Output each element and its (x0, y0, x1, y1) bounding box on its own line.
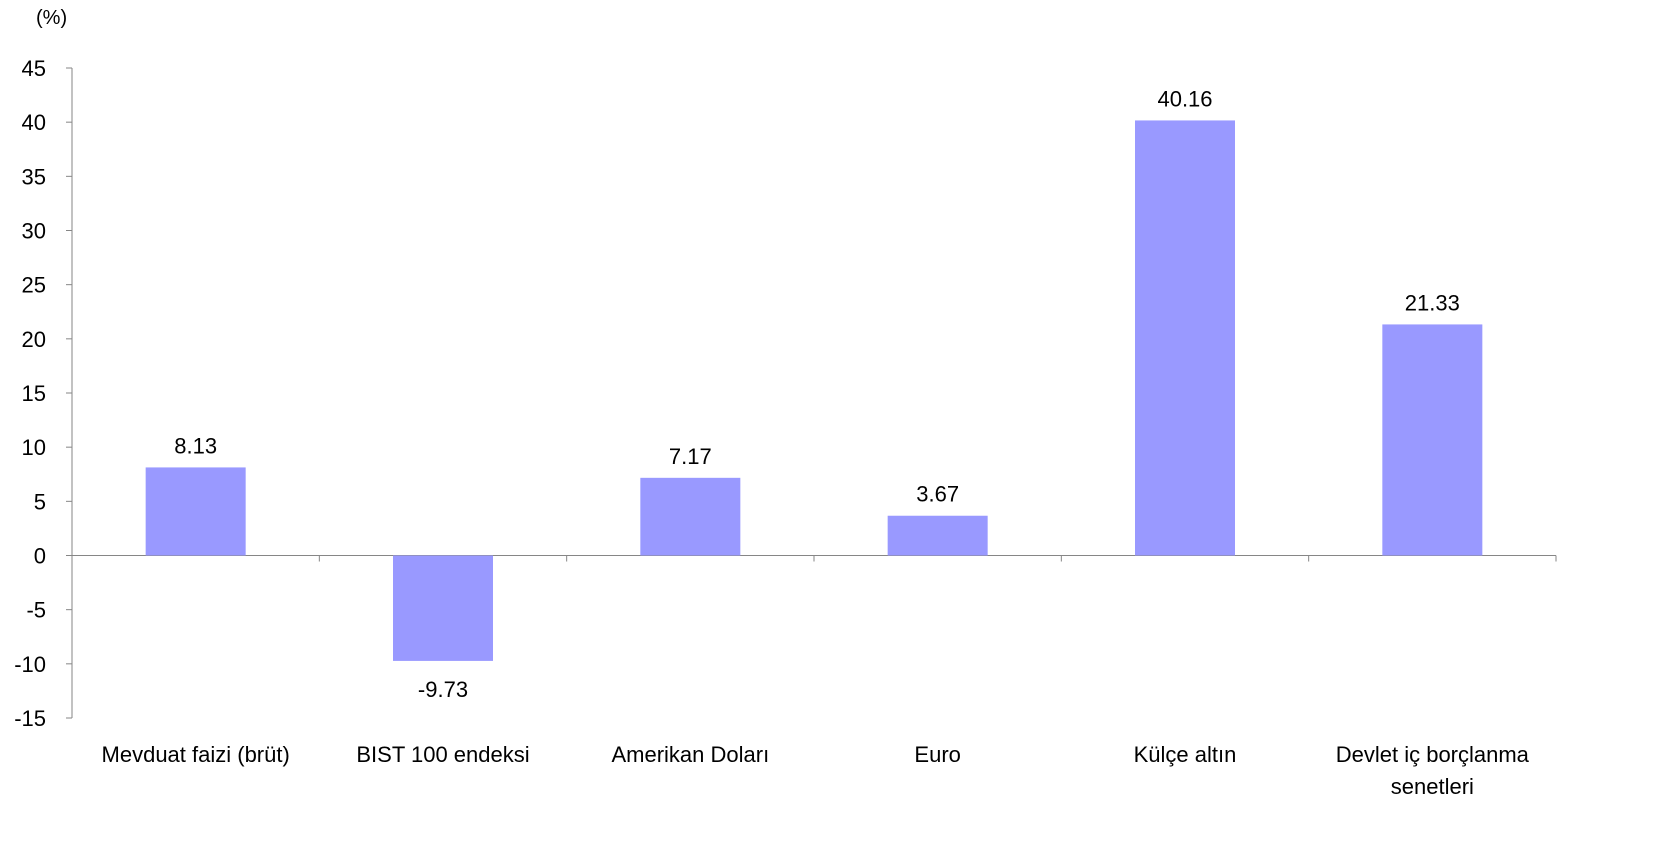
x-tick-label: Amerikan Doları (611, 742, 769, 767)
data-label: 3.67 (916, 482, 959, 507)
data-label: 7.17 (669, 444, 712, 469)
y-tick-label: 30 (22, 219, 46, 244)
data-label: 21.33 (1405, 290, 1460, 315)
x-tick-label: Devlet iç borçlanma (1336, 742, 1530, 767)
y-tick-label: 35 (22, 164, 46, 189)
data-label: 40.16 (1157, 86, 1212, 111)
y-tick-label: 25 (22, 273, 46, 298)
y-tick-label: 15 (22, 381, 46, 406)
bar (393, 555, 493, 661)
x-tick-label: Mevduat faizi (brüt) (102, 742, 290, 767)
data-label: -9.73 (418, 677, 468, 702)
data-label: 8.13 (174, 433, 217, 458)
y-tick-label: -5 (26, 598, 46, 623)
y-tick-label: -15 (14, 706, 46, 731)
x-tick-label: senetleri (1391, 774, 1474, 799)
bar (1135, 120, 1235, 556)
bars (145, 120, 1483, 661)
x-tick-label: Külçe altın (1134, 742, 1237, 767)
category-labels: Mevduat faizi (brüt) BIST 100 endeksi Amer… (102, 742, 1530, 799)
x-tick-label: Euro (914, 742, 960, 767)
y-axis: 45 40 35 30 25 20 15 10 5 0 -5 -10 -15 (14, 56, 73, 731)
bar (640, 477, 741, 556)
y-unit-label: (%) (36, 7, 67, 29)
y-tick-label: 45 (22, 56, 46, 81)
y-tick-label: 0 (34, 544, 46, 569)
y-tick-label: -10 (14, 652, 46, 677)
bar (887, 515, 988, 556)
bar (145, 467, 246, 556)
value-labels: 8.13 -9.73 7.17 3.67 40.16 21.33 (174, 86, 1460, 701)
bar (1382, 324, 1483, 556)
y-tick-label: 10 (22, 435, 46, 460)
y-tick-label: 40 (22, 110, 46, 135)
y-tick-label: 20 (22, 327, 46, 352)
y-tick-label: 5 (34, 489, 46, 514)
x-tick-label: BIST 100 endeksi (356, 742, 529, 767)
x-axis (71, 555, 1557, 562)
